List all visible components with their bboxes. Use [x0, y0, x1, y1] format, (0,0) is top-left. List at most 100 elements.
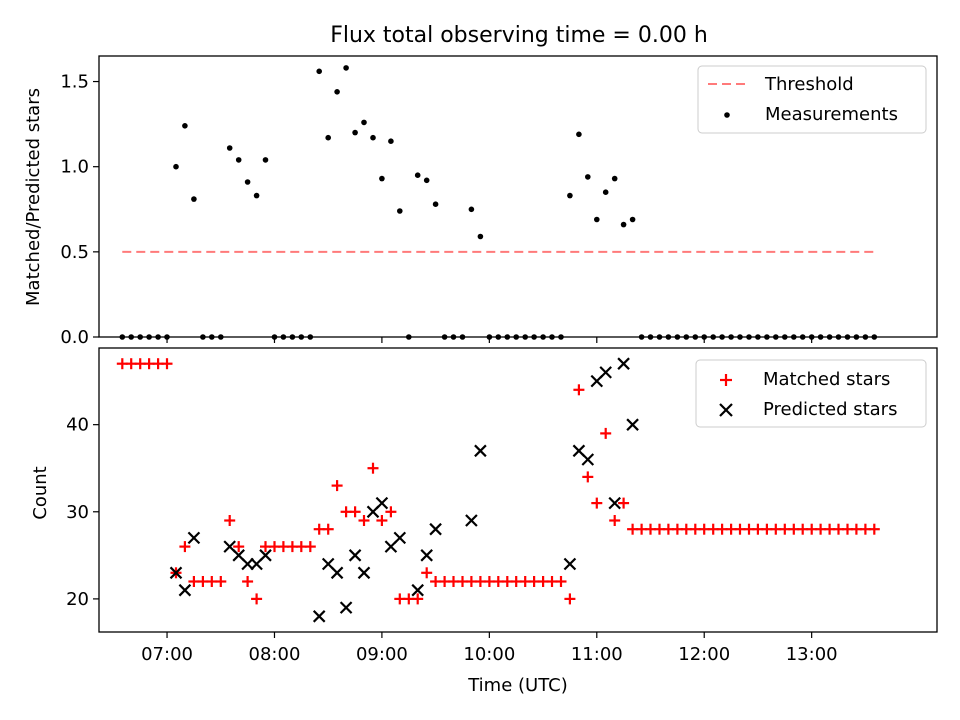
predicted-stars-point [563, 557, 577, 571]
bottom-axis-ticks: 20 30 40 07:00 08:00 09:00 10:00 11:00 12:00 13:0… [66, 415, 838, 665]
matched-stars-point [412, 593, 424, 605]
top-axes-frame [98, 55, 938, 338]
measurement-point [325, 134, 332, 141]
x-tick-label: 12:00 [678, 644, 730, 665]
matched-stars-point [304, 541, 316, 553]
measurement-point [316, 68, 323, 75]
measurement-point [343, 65, 349, 71]
x-tick-label: 09:00 [356, 644, 408, 665]
matched-stars-legend-swatch [720, 374, 732, 386]
measurement-point [602, 189, 609, 195]
matched-stars-point [868, 523, 880, 535]
measurement-point [611, 175, 618, 182]
measurement-point [334, 89, 340, 95]
predicted-stars-point [626, 418, 639, 431]
bottom-y-tick-label: 40 [66, 415, 89, 436]
bottom-y-tick-label: 30 [66, 502, 89, 523]
matched-stars-point [233, 541, 245, 553]
top-legend: Threshold Measurements [697, 65, 927, 134]
predicted-stars-point [357, 566, 371, 580]
matched-stars-point [582, 471, 594, 483]
measurement-point [352, 129, 358, 136]
measurement-point [414, 172, 421, 178]
measurement-point [191, 196, 197, 202]
chart-title: Flux total observing time = 0.00 h [330, 23, 708, 48]
matched-stars-point [600, 427, 612, 439]
x-tick-label: 07:00 [141, 644, 193, 665]
predicted-stars-point [259, 549, 272, 562]
matched-stars-point [376, 515, 388, 526]
measurements-legend-label: Measurements [765, 104, 898, 125]
matched-stars-point [564, 593, 576, 605]
measurement-point [585, 174, 591, 180]
measurement-point [477, 233, 484, 240]
top-legend-box [697, 65, 927, 134]
measurements-legend-swatch [724, 112, 730, 118]
measurement-point [432, 201, 439, 207]
threshold-legend-label: Threshold [764, 74, 854, 95]
matched-stars-point [555, 576, 567, 587]
predicted-stars-legend-label: Predicted stars [763, 399, 897, 420]
measurement-point [388, 138, 394, 144]
predicted-stars-point [420, 549, 433, 562]
matched-stars-point [618, 497, 630, 509]
measurement-point [244, 179, 251, 185]
top-y-tick-label: 0.5 [60, 242, 89, 263]
x-tick-label: 11:00 [571, 644, 623, 665]
measurement-point [379, 175, 385, 182]
predicted-stars-point [599, 366, 612, 379]
bottom-legend: Matched stars Predicted stars [695, 359, 927, 428]
measurement-point [173, 163, 179, 170]
top-y-tick-label: 1.0 [60, 157, 89, 178]
predicted-stars-point [393, 531, 407, 545]
predicted-stars-point [617, 357, 630, 370]
matched-stars-point [385, 506, 397, 518]
matched-stars-point [322, 523, 334, 535]
measurement-point [253, 192, 260, 199]
predicted-stars-legend-swatch [719, 403, 733, 417]
top-y-tick-label: 0.0 [60, 327, 89, 348]
predicted-stars-point [608, 496, 621, 510]
matched-stars-point [224, 515, 236, 526]
bottom-y-axis-label: Count [30, 466, 51, 519]
matched-stars-point [421, 567, 433, 579]
measurement-point [361, 119, 367, 126]
matched-stars-point [367, 462, 379, 474]
measurement-point [182, 123, 188, 129]
x-tick-label: 08:00 [249, 644, 301, 665]
matched-stars-point [609, 515, 621, 526]
measurement-point [594, 216, 600, 223]
predicted-stars-point [312, 610, 326, 623]
x-axis-label: Time (UTC) [467, 675, 568, 696]
top-y-tick-label: 1.5 [60, 72, 89, 93]
measurement-point [576, 131, 582, 138]
bottom-legend-box [695, 359, 927, 428]
matched-stars-point [242, 576, 254, 587]
predicted-stars-point [330, 566, 344, 580]
predicted-stars-point [411, 583, 424, 597]
predicted-stars-point [375, 496, 389, 510]
predicted-stars-point [178, 583, 192, 597]
matched-stars-legend-label: Matched stars [763, 369, 890, 390]
matched-stars-point [349, 506, 361, 518]
matched-stars-point [331, 480, 343, 492]
predicted-stars-point [241, 557, 254, 571]
predicted-stars-point [465, 514, 478, 527]
predicted-stars-point [474, 444, 487, 458]
matched-stars-point [591, 497, 603, 509]
predicted-stars-point [429, 522, 442, 536]
measurement-point [468, 206, 475, 213]
top-axis-ticks: 0.0 0.5 1.0 1.5 [60, 72, 813, 348]
measurement-point [397, 208, 403, 214]
measurement-point [567, 192, 573, 199]
measurement-point [226, 145, 233, 151]
predicted-stars-point [187, 531, 201, 545]
measurement-point [629, 216, 636, 223]
top-panel: 0.0 0.5 1.0 1.5 Matched/Predicted stars Thr… [23, 55, 938, 348]
bottom-plot-area [116, 357, 880, 623]
measurement-point [262, 157, 269, 163]
measurement-point [423, 177, 430, 184]
measurement-point [620, 221, 627, 228]
matched-stars-point [215, 576, 227, 587]
